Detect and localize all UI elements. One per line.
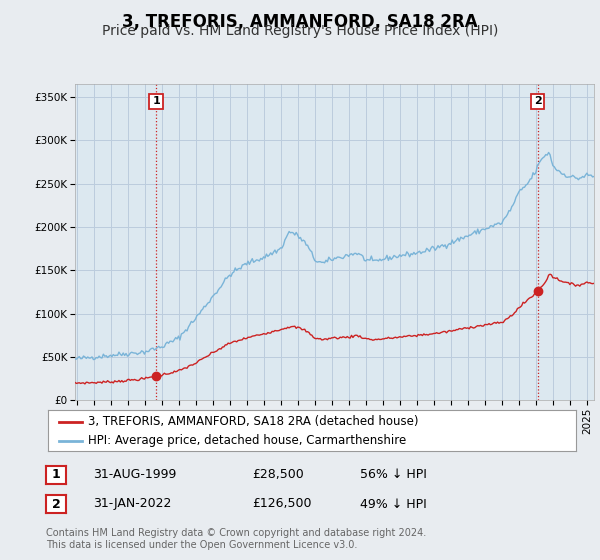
Text: 2: 2 bbox=[533, 96, 541, 106]
Text: 56% ↓ HPI: 56% ↓ HPI bbox=[360, 468, 427, 482]
Text: Price paid vs. HM Land Registry's House Price Index (HPI): Price paid vs. HM Land Registry's House … bbox=[102, 24, 498, 38]
Text: 31-JAN-2022: 31-JAN-2022 bbox=[93, 497, 172, 511]
Text: 3, TREFORIS, AMMANFORD, SA18 2RA (detached house): 3, TREFORIS, AMMANFORD, SA18 2RA (detach… bbox=[88, 416, 418, 428]
Text: £126,500: £126,500 bbox=[252, 497, 311, 511]
Text: 1: 1 bbox=[152, 96, 160, 106]
Text: £28,500: £28,500 bbox=[252, 468, 304, 482]
Text: 1: 1 bbox=[52, 468, 61, 482]
Text: Contains HM Land Registry data © Crown copyright and database right 2024.
This d: Contains HM Land Registry data © Crown c… bbox=[46, 528, 427, 550]
Text: HPI: Average price, detached house, Carmarthenshire: HPI: Average price, detached house, Carm… bbox=[88, 434, 406, 447]
Text: 49% ↓ HPI: 49% ↓ HPI bbox=[360, 497, 427, 511]
Text: 3, TREFORIS, AMMANFORD, SA18 2RA: 3, TREFORIS, AMMANFORD, SA18 2RA bbox=[122, 13, 478, 31]
Text: 31-AUG-1999: 31-AUG-1999 bbox=[93, 468, 176, 482]
Text: 2: 2 bbox=[52, 497, 61, 511]
